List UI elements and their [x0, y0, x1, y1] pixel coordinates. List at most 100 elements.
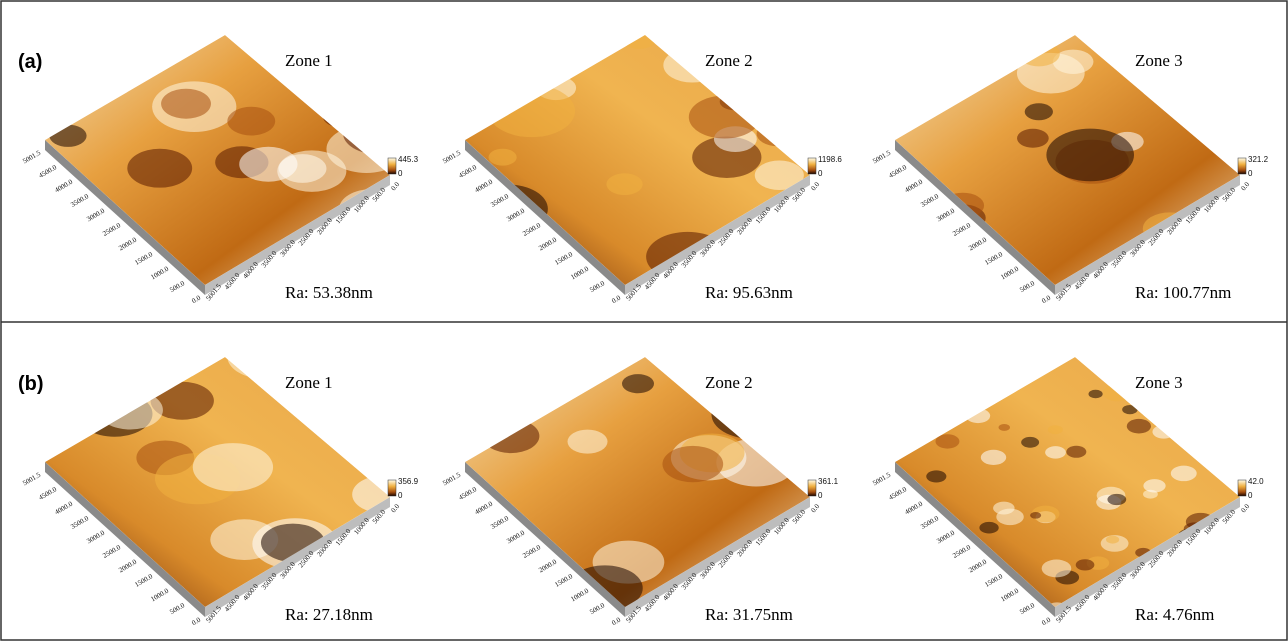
zone-label: Zone 2	[705, 373, 753, 392]
surface-feature	[999, 424, 1010, 431]
surface-feature	[1177, 430, 1207, 448]
y-tick-label: 3500.0	[69, 514, 90, 531]
y-tick-label: 2500.0	[521, 543, 542, 560]
surface-feature	[161, 89, 211, 119]
afm-panel: Zone 2Ra: 31.75nm361.105001.55001.54500.…	[441, 341, 851, 627]
surface-feature	[996, 509, 1023, 525]
colorbar	[808, 158, 816, 174]
surface-feature	[1048, 425, 1063, 434]
surface-feature	[606, 173, 642, 195]
y-tick-label: 3000.0	[85, 207, 106, 224]
surface-feature	[1042, 560, 1072, 578]
surface-feature	[929, 37, 973, 64]
surface-feature	[362, 522, 401, 545]
colorbar-min: 0	[1248, 491, 1253, 500]
surface-feature	[1107, 494, 1126, 505]
roughness: Ra: 27.18nm	[285, 605, 373, 624]
surface-feature	[1198, 14, 1272, 58]
surface-feature	[926, 470, 946, 482]
surface-feature	[1152, 425, 1174, 438]
surface-feature	[1136, 254, 1166, 272]
surface-feature	[894, 567, 906, 574]
surface	[881, 349, 1253, 614]
x-tick-label: 0.0	[1239, 502, 1251, 514]
colorbar-max: 445.3	[398, 155, 419, 164]
afm-panel: Zone 1Ra: 27.18nm356.905001.55001.54500.…	[15, 333, 419, 627]
surface-feature	[1103, 384, 1132, 401]
y-tick-label: 1500.0	[553, 572, 574, 589]
y-tick-label: 4000.0	[473, 178, 494, 195]
y-tick-label: 2500.0	[951, 221, 972, 238]
surface-feature	[935, 434, 959, 448]
x-tick-label: 0.0	[389, 502, 401, 514]
colorbar-max: 321.2	[1248, 155, 1269, 164]
y-tick-label: 500.0	[1018, 279, 1036, 294]
y-tick-label: 2000.0	[537, 558, 558, 575]
y-tick-label: 3500.0	[489, 192, 510, 209]
colorbar-min: 0	[1248, 169, 1253, 178]
surface-feature	[497, 263, 559, 300]
surface-feature	[881, 558, 909, 575]
y-tick-label: 1500.0	[133, 250, 154, 267]
y-tick-label: 500.0	[168, 279, 186, 294]
colorbar-max: 42.0	[1248, 477, 1264, 486]
surface-feature	[503, 343, 559, 377]
y-tick-label: 1000.0	[999, 587, 1020, 604]
zone-label: Zone 1	[285, 51, 333, 70]
surface-feature	[1137, 23, 1183, 51]
zone-label: Zone 3	[1135, 373, 1183, 392]
colorbar	[1238, 158, 1246, 174]
y-tick-label: 500.0	[588, 601, 606, 616]
surface-feature	[287, 249, 319, 268]
afm-panel: Zone 2Ra: 95.63nm1198.605001.55001.54500…	[441, 11, 851, 305]
surface-feature	[17, 256, 62, 283]
colorbar	[388, 158, 396, 174]
surface	[15, 333, 416, 607]
roughness: Ra: 95.63nm	[705, 283, 793, 302]
surface-feature	[918, 566, 933, 575]
y-tick-label: 4500.0	[887, 163, 908, 180]
y-tick-label: 0.0	[1040, 294, 1052, 306]
surface-feature	[734, 228, 822, 281]
surface-feature	[1227, 367, 1241, 375]
y-tick-label: 2500.0	[101, 221, 122, 238]
surface-feature	[1156, 392, 1182, 408]
surface-feature	[924, 399, 943, 410]
colorbar-min: 0	[818, 491, 823, 500]
y-tick-label: 2500.0	[521, 221, 542, 238]
y-tick-label: 1000.0	[149, 587, 170, 604]
y-tick-label: 1500.0	[133, 572, 154, 589]
y-tick-label: 1500.0	[553, 250, 574, 267]
y-tick-label: 4000.0	[473, 500, 494, 517]
x-tick-label: 0.0	[809, 180, 821, 192]
surface-feature	[463, 353, 497, 373]
y-tick-label: 4000.0	[53, 178, 74, 195]
surface-feature	[898, 408, 912, 416]
surface-feature	[689, 96, 761, 139]
y-tick-label: 1000.0	[569, 587, 590, 604]
roughness: Ra: 4.76nm	[1135, 605, 1214, 624]
surface-feature	[342, 29, 392, 59]
surface-feature	[711, 390, 793, 439]
y-tick-label: 2000.0	[537, 236, 558, 253]
y-tick-label: 4500.0	[457, 163, 478, 180]
y-tick-label: 4000.0	[903, 500, 924, 517]
y-tick-label: 1000.0	[569, 265, 590, 282]
zone-label: Zone 2	[705, 51, 753, 70]
surface-feature	[1171, 466, 1197, 482]
y-tick-label: 4500.0	[37, 485, 58, 502]
y-tick-label: 2000.0	[117, 558, 138, 575]
surface-feature	[1194, 559, 1208, 567]
surface-feature	[1121, 375, 1134, 383]
surface-feature	[1143, 479, 1165, 492]
colorbar-max: 361.1	[818, 477, 839, 486]
surface-feature	[488, 85, 575, 137]
y-tick-label: 1000.0	[149, 265, 170, 282]
surface-feature	[1018, 41, 1060, 66]
surface-feature	[1066, 446, 1086, 458]
y-tick-label: 500.0	[1018, 601, 1036, 616]
y-tick-label: 3000.0	[505, 207, 526, 224]
zone-label: Zone 3	[1135, 51, 1183, 70]
afm-panel: Zone 1Ra: 53.38nm445.305001.55001.54500.…	[17, 23, 418, 305]
y-tick-label: 3500.0	[69, 192, 90, 209]
